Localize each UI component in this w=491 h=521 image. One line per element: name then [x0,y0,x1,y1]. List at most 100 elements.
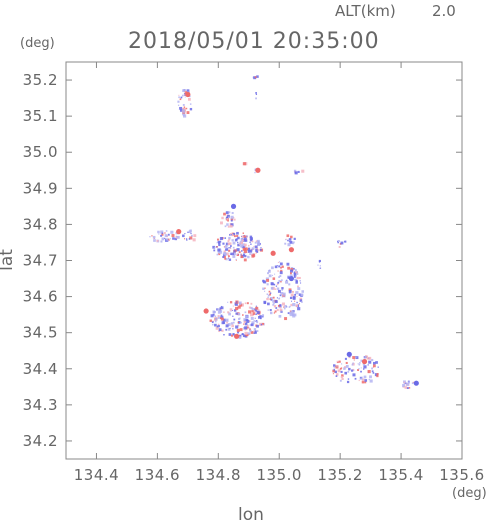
data-point [239,302,242,305]
data-point [237,236,240,240]
data-point [357,363,359,365]
data-point [248,310,252,314]
data-point [220,317,224,321]
data-point [270,299,273,301]
data-point [293,271,297,275]
data-point [243,323,245,325]
data-point [263,280,267,284]
data-point [225,328,228,331]
data-point [182,234,185,238]
highlight-point [203,308,209,314]
data-point [242,243,246,247]
data-point [289,313,293,317]
data-point [243,237,247,241]
data-point [236,328,240,332]
data-point [223,250,226,253]
data-point [243,235,247,238]
data-point [283,307,286,310]
data-point [256,330,259,332]
data-point [217,251,221,254]
data-point [295,280,298,283]
data-point [247,332,251,336]
data-point [250,331,254,334]
x-tick-label: 135.0 [257,466,302,484]
data-point [192,238,196,242]
data-point [371,367,373,370]
data-point [250,243,252,245]
data-point [244,322,248,326]
data-point [363,375,367,379]
data-point [299,299,303,302]
data-point [361,381,365,384]
data-point [301,301,303,303]
data-point [292,295,296,299]
data-point [165,238,169,241]
data-point [248,306,251,309]
data-point [261,314,265,317]
data-point [287,266,291,270]
data-point [255,97,257,100]
data-point [218,253,221,256]
data-point [229,301,233,304]
data-point [224,225,227,228]
data-point [274,273,276,275]
data-point [224,249,227,251]
data-point [266,283,269,286]
y-tick-label: 34.8 [23,215,58,233]
data-point [250,323,254,327]
data-point [278,276,281,278]
data-point [157,230,160,234]
data-point [231,233,234,237]
data-point [267,296,269,299]
data-point [236,231,239,235]
data-point [153,239,156,242]
data-point [255,306,258,310]
data-point [245,315,248,318]
data-point [186,89,190,93]
data-point [301,169,305,173]
data-point [218,330,221,333]
data-point [295,271,298,274]
data-point [255,249,258,252]
data-point [256,324,259,328]
data-point [318,261,321,263]
data-point [293,273,297,276]
data-point [232,315,234,317]
data-point [278,314,282,318]
data-point [280,269,283,273]
data-point [235,259,237,261]
data-point [241,239,244,242]
data-point [230,334,234,337]
data-point [218,242,221,245]
data-point [374,373,378,377]
data-point [285,238,287,240]
data-point [253,328,257,331]
data-point [249,253,252,255]
data-point [221,305,223,307]
data-point [289,274,293,278]
data-point [298,293,302,296]
data-point [230,223,234,227]
data-point [281,294,284,296]
data-point [228,242,232,245]
data-point [179,109,183,112]
data-point [215,326,219,330]
data-point [373,364,376,368]
data-point [345,364,349,368]
data-point [231,211,234,215]
x-unit-label: (deg) [452,486,487,501]
data-point [335,375,338,377]
data-point [279,262,283,266]
data-point [228,238,231,241]
data-point [161,237,165,241]
data-point [229,245,232,247]
data-point [236,301,238,303]
y-tick-label: 34.2 [23,432,58,450]
data-point [292,314,296,318]
data-point [285,280,289,284]
data-point [300,282,302,284]
x-tick-label: 134.6 [135,466,180,484]
data-point [234,302,238,306]
x-tick-label: 134.4 [74,466,119,484]
